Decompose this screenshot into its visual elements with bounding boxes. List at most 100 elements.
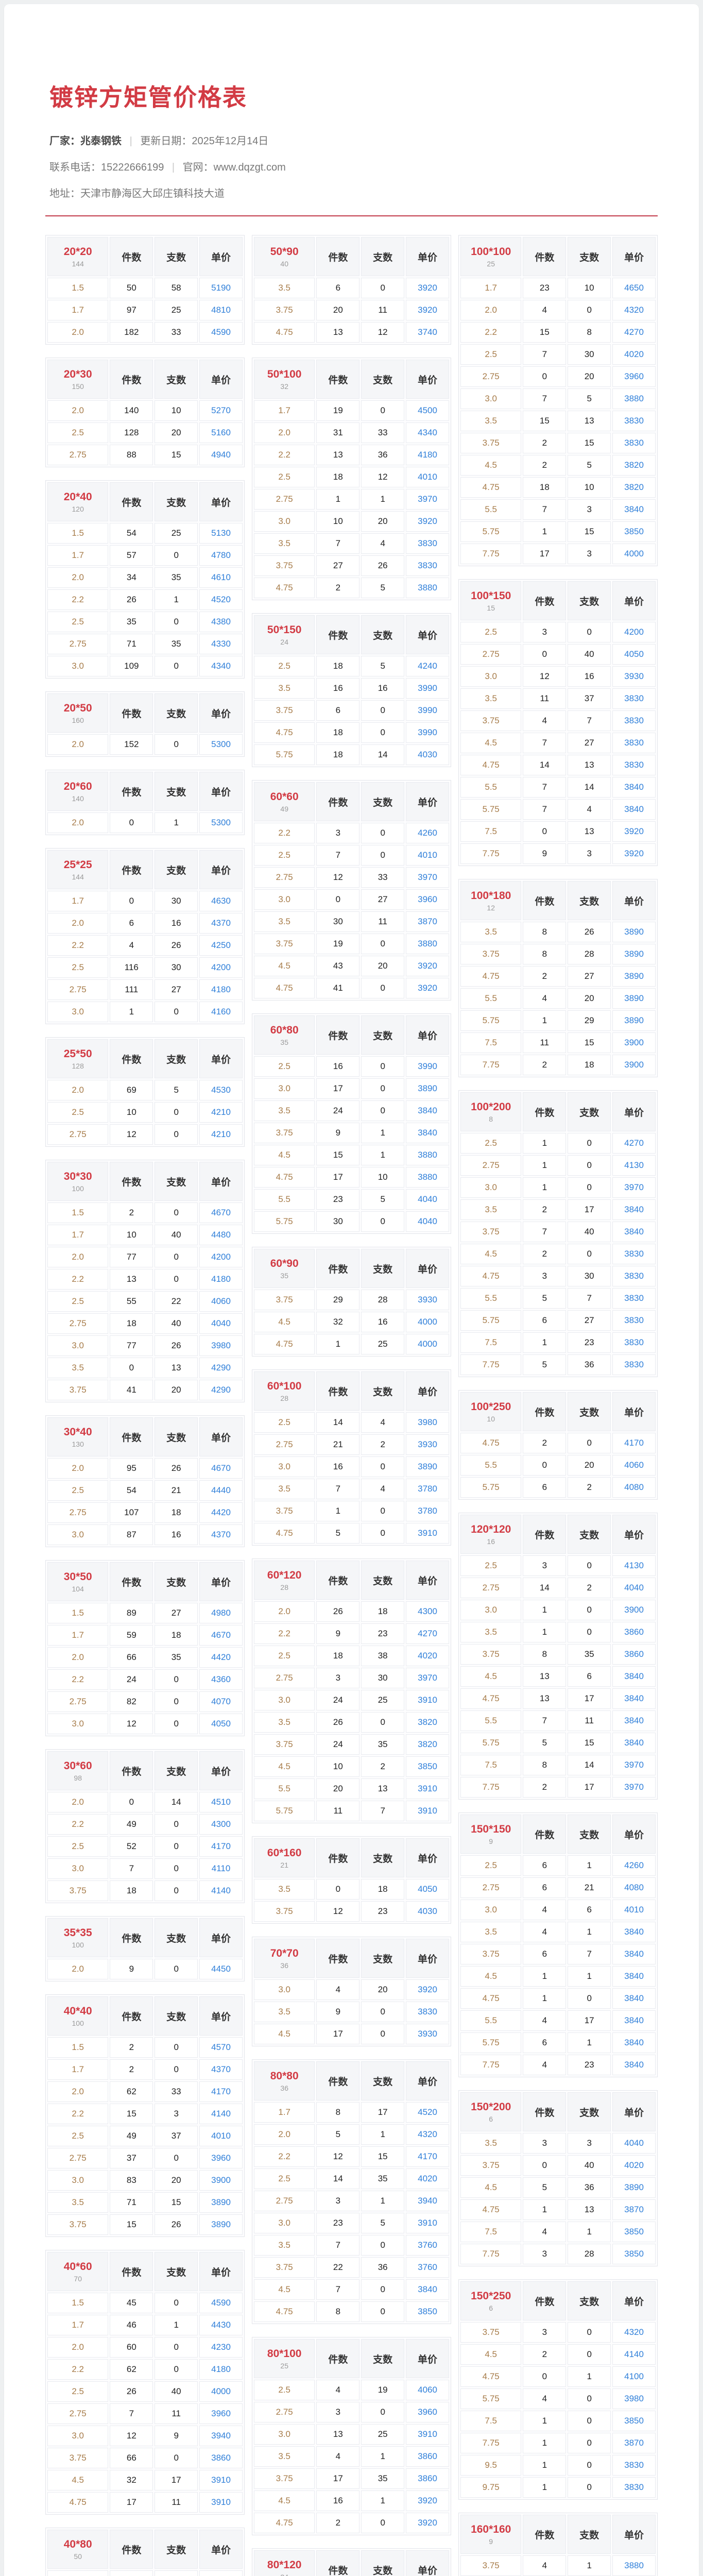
price-cell: 4630 [199, 891, 243, 911]
thickness-cell: 7.5 [460, 2411, 522, 2431]
table-row: 3.0 109 0 4340 [47, 656, 243, 676]
thickness-cell: 2.0 [47, 812, 109, 833]
table-row: 2.0 182 33 4590 [47, 322, 243, 343]
sticks-cell: 0 [155, 2293, 198, 2313]
sticks-cell: 1 [155, 2315, 198, 2335]
price-cell: 3960 [406, 2402, 449, 2422]
table-row: 3.5 15 13 3830 [460, 411, 656, 431]
pieces-cell: 8 [523, 922, 567, 942]
pieces-cell: 4 [523, 2555, 567, 2576]
col-header-price: 单价 [199, 1996, 243, 2036]
thickness-cell: 2.75 [47, 2403, 109, 2424]
col-header-sticks: 支数 [155, 693, 198, 733]
price-cell: 4210 [199, 1102, 243, 1123]
table-row: 1.5 2 0 4570 [47, 2037, 243, 2058]
price-cell: 4240 [406, 656, 449, 676]
thickness-cell: 2.2 [254, 2146, 315, 2167]
pieces-cell: 4 [523, 2055, 567, 2075]
sticks-cell: 1 [361, 489, 405, 510]
price-cell: 4670 [199, 1202, 243, 1223]
sticks-cell: 0 [568, 2433, 611, 2453]
col-header-pieces: 件数 [110, 693, 153, 733]
price-cell: 3840 [406, 1100, 449, 1121]
col-header-sticks: 支数 [361, 1249, 405, 1288]
table-row: 9.5 1 0 3830 [460, 2455, 656, 2476]
pieces-cell: 87 [110, 1524, 153, 1545]
price-cell: 4140 [199, 2104, 243, 2124]
pieces-cell: 107 [110, 1502, 153, 1523]
thickness-cell: 3.0 [254, 1690, 315, 1710]
table-row: 2.75 0 40 4050 [460, 644, 656, 665]
price-table-30*50: 30*50 104 件数 支数 单价 1.5 89 27 4980 1.7 59 18 4670 2.0 6… [45, 1560, 245, 1736]
size-header-cell: 60*160 21 [254, 1838, 315, 1877]
col-header-pieces: 件数 [110, 1039, 153, 1078]
table-row: 2.5 116 30 4200 [47, 957, 243, 978]
size-header-cell: 120*120 16 [460, 1515, 522, 1554]
sticks-cell: 29 [568, 1010, 611, 1031]
price-cell: 4000 [406, 1334, 449, 1354]
price-cell: 3890 [406, 1078, 449, 1099]
size-header-cell: 30*60 98 [47, 1751, 109, 1790]
pieces-cell: 23 [316, 1189, 360, 1210]
table-row: 2.75 107 18 4420 [47, 1502, 243, 1523]
pieces-cell: 2 [523, 1055, 567, 1075]
pieces-cell: 1 [523, 1332, 567, 1353]
size-header-cell: 150*250 6 [460, 2281, 522, 2320]
pieces-cell: 71 [110, 634, 153, 654]
pieces-cell: 16 [316, 1456, 360, 1477]
pieces-cell: 4 [316, 2380, 360, 2400]
sticks-cell: 12 [361, 467, 405, 487]
sticks-cell: 0 [361, 400, 405, 421]
table-row: 3.75 1 0 3780 [254, 1501, 449, 1521]
thickness-cell: 2.2 [47, 1814, 109, 1835]
col-header-price: 单价 [406, 360, 449, 399]
bundle-count-label: 104 [72, 1584, 84, 1593]
bundle-count-label: 12 [487, 903, 495, 912]
pieces-cell: 11 [316, 1801, 360, 1821]
pieces-cell: 18 [316, 744, 360, 765]
price-cell: 4590 [199, 2293, 243, 2313]
size-header-cell: 20*40 120 [47, 482, 109, 521]
thickness-cell: 3.0 [47, 1002, 109, 1022]
price-table-40*80: 40*8050件数支数单价1.517046102.014042202.24041… [45, 2528, 245, 2576]
pieces-cell: 6 [523, 1310, 567, 1331]
pieces-cell: 13 [316, 2424, 360, 2445]
col-header-sticks: 支数 [568, 881, 611, 920]
price-cell: 4040 [612, 1578, 656, 1598]
price-cell: 4060 [406, 2380, 449, 2400]
thickness-cell: 5.5 [460, 1455, 522, 1476]
sticks-cell: 2 [361, 1434, 405, 1455]
table-row: 2.0 77 0 4200 [47, 1247, 243, 1267]
thickness-cell: 3.75 [254, 1901, 315, 1922]
sticks-cell: 13 [568, 821, 611, 842]
table-row: 2.5 18 5 4240 [254, 656, 449, 676]
price-cell: 3880 [612, 2555, 656, 2576]
price-cell: 4520 [199, 589, 243, 610]
sticks-cell: 0 [361, 823, 405, 843]
table-row: 2.75 1 1 3970 [254, 489, 449, 510]
pieces-cell: 0 [110, 1792, 153, 1812]
pieces-cell: 11 [523, 1032, 567, 1053]
price-cell: 4180 [199, 2359, 243, 2380]
price-cell: 3860 [406, 2446, 449, 2467]
size-label: 60*90 [270, 1257, 299, 1269]
price-cell: 3970 [406, 489, 449, 510]
thickness-cell: 1.7 [47, 1625, 109, 1646]
col-header-pieces: 件数 [110, 360, 153, 399]
price-table-150*250: 150*250 6 件数 支数 单价 3.75 3 0 4320 4.5 2 0 4140 4.75 0 1 4… [458, 2279, 658, 2500]
table-row: 7.75 9 3 3920 [460, 843, 656, 864]
table-row: 1.5 50 58 5190 [47, 278, 243, 298]
thickness-cell: 3.0 [254, 2213, 315, 2233]
col-header-sticks: 支数 [155, 1996, 198, 2036]
address-text: 地址：天津市静海区大邱庄镇科技大道 [49, 188, 225, 199]
pieces-cell: 1 [523, 2433, 567, 2453]
table-row: 3.0 1 0 3900 [460, 1600, 656, 1620]
sticks-cell: 0 [568, 1988, 611, 2009]
table-row: 3.0 16 0 3890 [254, 1456, 449, 1477]
size-label: 100*150 [471, 589, 511, 602]
pieces-cell: 97 [110, 300, 153, 320]
sticks-cell: 0 [361, 722, 405, 743]
price-cell: 4370 [199, 1524, 243, 1545]
price-table-60*90: 60*90 35 件数 支数 单价 3.75 29 28 3930 4.5 32 16 4000 4.75… [252, 1247, 451, 1357]
size-header-cell: 100*250 10 [460, 1392, 522, 1431]
